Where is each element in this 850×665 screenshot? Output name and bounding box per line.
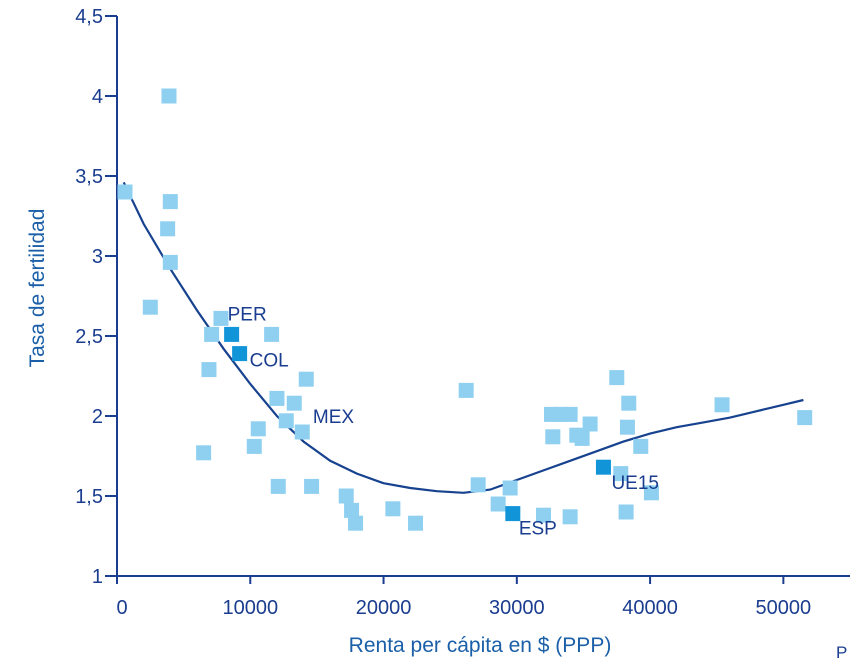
- x-tick-label: 50000: [756, 597, 812, 619]
- data-point: [298, 371, 314, 387]
- data-point: [264, 326, 280, 342]
- data-point: [304, 478, 320, 494]
- data-point: [161, 88, 177, 104]
- corner-text: P: [836, 643, 847, 660]
- data-point: [348, 515, 364, 531]
- y-axis-title: Tasa de fertilidad: [26, 209, 49, 368]
- point-labels: PER COL ESP UE15 MEX: [228, 304, 659, 539]
- data-point: [338, 488, 354, 504]
- data-point: [490, 496, 506, 512]
- annotation-label: MEX: [313, 407, 355, 428]
- data-point: [213, 310, 229, 326]
- data-point: [619, 419, 635, 435]
- data-point: [117, 184, 133, 200]
- x-tick-label: 30000: [489, 597, 545, 619]
- data-point: [613, 466, 629, 482]
- data-point: [246, 438, 262, 454]
- y-tick-label: 1,5: [75, 486, 103, 508]
- data-point: [609, 370, 625, 386]
- x-tick-label: 40000: [622, 597, 678, 619]
- x-tick-label: 0: [116, 597, 127, 619]
- data-point: [204, 326, 220, 342]
- data-point: [286, 395, 302, 411]
- highlight-point: [224, 326, 240, 342]
- data-point: [270, 478, 286, 494]
- point-label: UE15: [611, 473, 659, 494]
- data-point: [250, 421, 266, 437]
- data-point: [714, 397, 730, 413]
- data-point: [562, 406, 578, 422]
- x-axis-title: Renta per cápita en $ (PPP): [349, 634, 612, 657]
- point-label: PER: [228, 304, 267, 325]
- data-point: [643, 485, 659, 501]
- data-point: [502, 480, 518, 496]
- data-points: [117, 88, 813, 531]
- data-point: [582, 416, 598, 432]
- data-point: [269, 390, 285, 406]
- x-tick-label: 10000: [222, 597, 278, 619]
- highlight-point: [232, 346, 248, 362]
- data-point: [574, 430, 590, 446]
- data-point: [633, 438, 649, 454]
- y-tick-label: 3: [92, 246, 103, 268]
- highlight-point: [505, 506, 521, 522]
- point-label: ESP: [519, 519, 557, 540]
- x-tick-label: 20000: [356, 597, 412, 619]
- data-point: [535, 507, 551, 523]
- data-point: [470, 477, 486, 493]
- y-tick-label: 3,5: [75, 166, 103, 188]
- data-point: [142, 299, 158, 315]
- data-point: [621, 395, 637, 411]
- data-point: [162, 254, 178, 270]
- data-point: [618, 504, 634, 520]
- data-point: [797, 410, 813, 426]
- data-point: [196, 445, 212, 461]
- data-point: [294, 424, 310, 440]
- data-point: [278, 413, 294, 429]
- y-tick-label: 4: [92, 86, 103, 108]
- axes: 1 1,5 2 2,5 3 3,5 4 4,5 0 10000 20000 30000 40000 500…: [75, 6, 850, 619]
- y-tick-label: 4,5: [75, 6, 103, 28]
- data-point: [344, 502, 360, 518]
- y-tick-label: 2: [92, 406, 103, 428]
- data-point: [385, 501, 401, 517]
- data-point: [160, 221, 176, 237]
- y-tick-label: 2,5: [75, 326, 103, 348]
- data-point: [162, 194, 178, 210]
- data-point: [201, 362, 217, 378]
- data-point: [408, 515, 424, 531]
- data-point: [562, 509, 578, 525]
- point-label: COL: [250, 351, 289, 372]
- highlight-point: [595, 459, 611, 475]
- data-point: [545, 429, 561, 445]
- data-point: [458, 382, 474, 398]
- y-tick-label: 1: [92, 566, 103, 588]
